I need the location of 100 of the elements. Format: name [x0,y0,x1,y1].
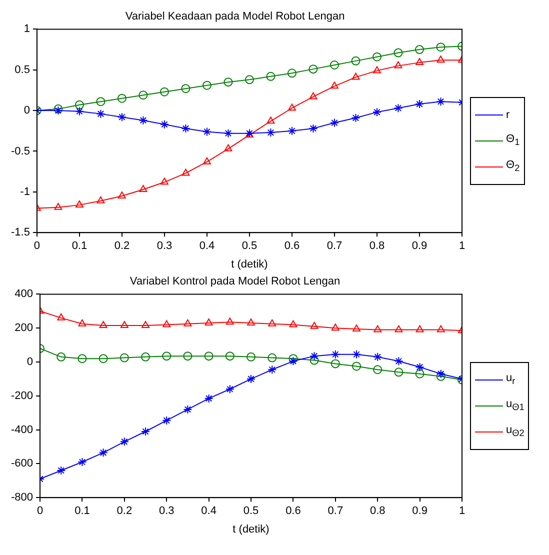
point [268,365,277,374]
point [160,120,169,129]
point [288,356,298,366]
point [436,42,446,52]
point [225,384,234,394]
point [99,321,108,328]
point [184,319,192,326]
y-tick-label: 0 [24,104,30,117]
legend-label: Θ$_{1}$ [506,133,520,148]
point [225,352,234,361]
point [117,112,126,122]
point [202,80,212,90]
point [74,106,84,116]
legend-label: r [506,108,510,120]
point [372,108,382,117]
y-tick-label: 0.5 [14,64,30,76]
point [436,97,446,106]
point [160,87,169,96]
point [415,369,424,378]
x-axis-title: t (detik) [232,523,270,536]
point [138,116,148,125]
x-tick-label: 0.3 [156,240,172,252]
point [394,356,404,366]
point [75,200,84,208]
point [183,352,192,361]
x-tick-label: 0.8 [369,240,385,252]
y-tick-label: 1 [24,23,30,36]
point [374,325,382,332]
x-tick-label: 0.2 [116,505,132,518]
point [416,325,424,332]
legend-label: Θ$_{2}$ [506,159,520,174]
point [57,313,66,320]
point [204,318,213,326]
y-tick-label: -1 [20,186,30,198]
point [246,352,256,362]
point [373,365,382,374]
point [141,352,150,362]
chart-title: Variabel Kontrol pada Model Robot Lengan [130,276,340,288]
point [160,178,168,185]
point [352,362,362,371]
point [96,196,105,204]
point [289,320,298,328]
point [224,144,232,152]
point [416,58,424,66]
point [352,72,360,80]
point [436,325,445,332]
point [78,354,87,364]
point [351,113,360,122]
point [330,60,339,70]
point [266,72,276,81]
point [415,362,424,372]
point [268,353,277,362]
x-tick-label: 0.4 [201,505,216,518]
point [414,45,424,54]
point [202,127,212,136]
x-tick-label: 1 [458,240,466,252]
point [204,394,214,403]
point [118,191,126,198]
point [352,324,360,332]
point [224,78,233,87]
point [181,124,190,133]
x-tick-label: 0 [36,505,44,518]
point [138,90,148,100]
point [310,356,319,365]
x-axis-title: t (detik) [231,258,268,270]
point [287,68,296,78]
point [54,202,62,210]
point [310,322,318,329]
x-tick-label: 0.3 [158,505,174,518]
point [120,321,128,328]
point [308,124,318,133]
x-tick-label: 0.2 [114,240,130,252]
y-tick-label: -1.5 [10,226,30,239]
point [117,94,126,103]
point [330,350,340,359]
point [183,404,192,414]
point [244,75,254,84]
point [436,369,446,378]
point [162,352,172,361]
point [226,318,234,325]
x-tick-label: 0.1 [74,505,90,518]
x-tick-label: 0.4 [199,240,215,252]
point [394,61,402,68]
y-tick-label: 0 [26,356,34,368]
point [288,104,296,111]
x-tick-label: 0.9 [412,505,428,518]
x-tick-label: 0.5 [243,505,259,518]
point [266,128,276,138]
point [330,82,338,89]
legend-label: u$_{r}$ [506,372,516,387]
point [162,320,171,328]
point [330,359,340,368]
y-tick-label: 200 [14,322,34,334]
point [246,374,256,384]
point [204,352,214,361]
point [331,324,340,331]
point [96,97,106,106]
point [181,84,190,94]
point [394,368,404,377]
point [56,466,66,475]
